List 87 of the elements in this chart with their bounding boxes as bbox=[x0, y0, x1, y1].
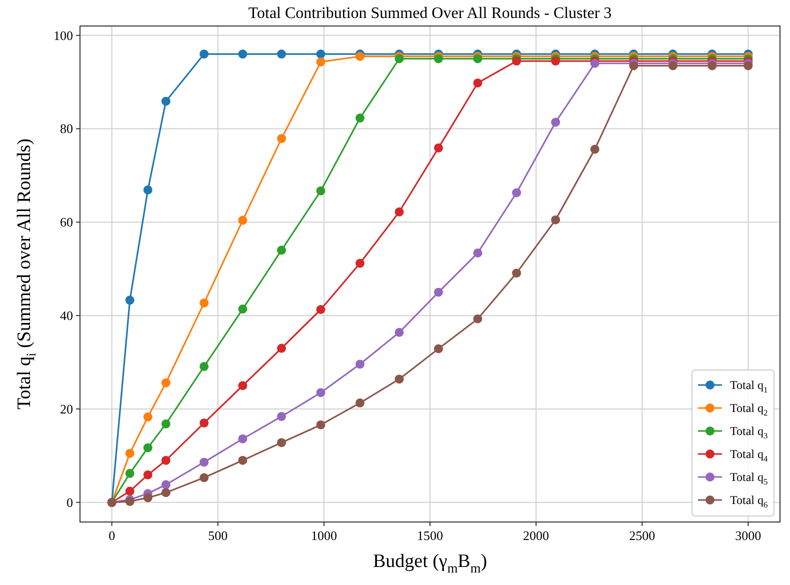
point bbox=[161, 96, 170, 106]
legend-label: Total q$_{5}$ bbox=[730, 470, 768, 487]
point bbox=[473, 248, 482, 258]
point bbox=[316, 50, 326, 59]
point bbox=[143, 185, 152, 194]
point bbox=[238, 456, 248, 465]
point bbox=[143, 412, 152, 422]
point bbox=[356, 360, 364, 369]
point bbox=[512, 188, 522, 198]
point bbox=[161, 456, 170, 465]
x-tick-label: 2500 bbox=[629, 528, 656, 543]
x-tick-label: 2000 bbox=[523, 528, 550, 543]
point bbox=[316, 388, 326, 398]
point bbox=[200, 362, 209, 371]
y-tick-label: 20 bbox=[60, 401, 73, 416]
point bbox=[277, 412, 286, 421]
point bbox=[551, 56, 560, 66]
point bbox=[238, 216, 248, 225]
point bbox=[125, 296, 134, 305]
point bbox=[143, 470, 152, 480]
point bbox=[356, 258, 364, 268]
point bbox=[161, 480, 170, 490]
point bbox=[629, 61, 638, 70]
point bbox=[394, 54, 404, 64]
point bbox=[356, 398, 364, 408]
y-tick-label: 100 bbox=[54, 28, 73, 43]
point bbox=[744, 61, 753, 70]
point bbox=[394, 374, 404, 384]
x-axis-title: Budget (γ$_{m}$B$_{m}$) bbox=[372, 551, 488, 576]
point bbox=[356, 114, 364, 123]
point bbox=[125, 468, 134, 478]
point bbox=[434, 54, 443, 64]
point bbox=[238, 50, 248, 59]
point bbox=[473, 54, 482, 64]
point bbox=[238, 304, 248, 314]
legend-label: Total q$_{6}$ bbox=[730, 493, 768, 510]
point bbox=[277, 344, 286, 353]
point bbox=[590, 144, 600, 154]
point bbox=[200, 458, 209, 467]
point bbox=[708, 61, 717, 70]
point bbox=[200, 50, 209, 59]
y-tick-label: 80 bbox=[60, 121, 73, 136]
point bbox=[277, 438, 286, 448]
point bbox=[668, 61, 678, 70]
point bbox=[200, 298, 209, 308]
point bbox=[277, 50, 286, 59]
point bbox=[434, 143, 443, 152]
y-tick-label: 40 bbox=[60, 308, 73, 324]
point bbox=[316, 186, 326, 196]
legend-label: Total q$_{2}$ bbox=[730, 401, 768, 418]
point bbox=[316, 420, 326, 430]
legend-label: Total q$_{1}$ bbox=[730, 378, 768, 395]
x-tick-label: 1000 bbox=[310, 528, 337, 543]
point bbox=[434, 344, 443, 354]
point bbox=[238, 434, 248, 444]
point bbox=[394, 207, 404, 216]
point bbox=[200, 473, 209, 482]
x-tick-label: 3000 bbox=[735, 528, 762, 543]
point bbox=[277, 246, 286, 255]
point bbox=[143, 493, 152, 502]
x-tick-label: 0 bbox=[108, 528, 116, 543]
point bbox=[473, 314, 482, 324]
y-tick-label: 60 bbox=[60, 214, 73, 230]
point bbox=[512, 56, 522, 66]
point bbox=[238, 381, 248, 390]
chart-title: Total Contribution Summed Over All Rounds - Cluster 3 bbox=[248, 5, 612, 22]
point bbox=[512, 268, 522, 278]
point bbox=[316, 57, 326, 66]
point bbox=[125, 486, 134, 496]
point bbox=[434, 288, 443, 297]
point bbox=[125, 448, 134, 458]
point bbox=[161, 419, 170, 428]
point bbox=[200, 418, 209, 428]
point bbox=[161, 488, 170, 498]
point bbox=[551, 118, 560, 127]
point bbox=[143, 443, 152, 452]
point bbox=[316, 304, 326, 314]
point bbox=[473, 78, 482, 88]
x-tick-label: 1500 bbox=[417, 528, 443, 543]
point bbox=[394, 328, 404, 337]
point bbox=[161, 378, 170, 388]
legend-label: Total q$_{4}$ bbox=[730, 447, 768, 464]
legend-label: Total q$_{3}$ bbox=[730, 424, 768, 441]
point bbox=[551, 215, 560, 224]
x-tick-label: 500 bbox=[208, 528, 228, 543]
point bbox=[277, 134, 286, 144]
y-tick-label: 0 bbox=[66, 494, 73, 510]
